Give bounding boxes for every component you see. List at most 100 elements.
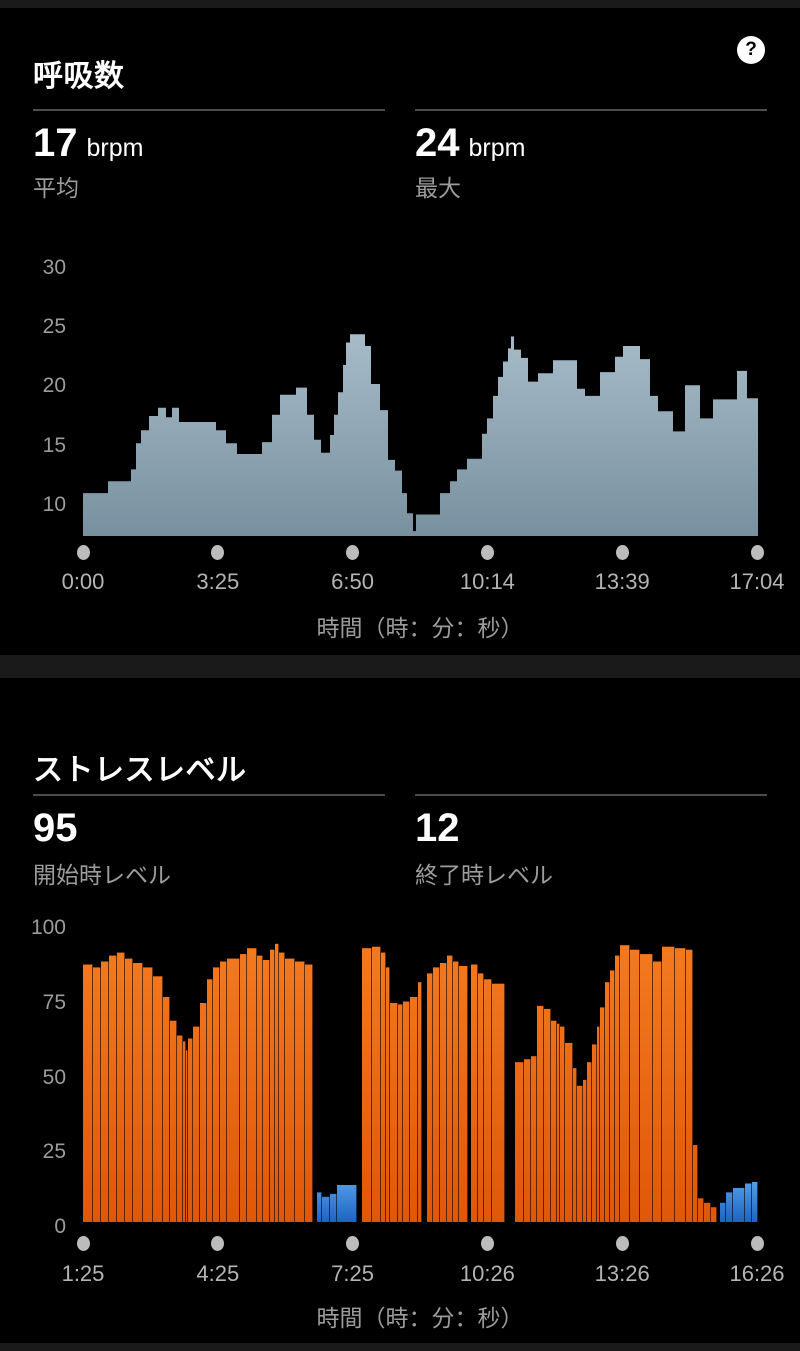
stress-bar xyxy=(557,1023,560,1222)
stress-bar xyxy=(605,982,610,1222)
max-respiration-label: 最大 xyxy=(415,175,461,201)
rest-bar xyxy=(745,1183,752,1222)
stress-bar xyxy=(183,1041,186,1222)
stat-divider xyxy=(33,109,385,111)
stress-bar xyxy=(693,1145,698,1222)
timeline-dot xyxy=(750,545,764,560)
timeline-dot xyxy=(750,1236,764,1251)
x-tick-label: 3:25 xyxy=(196,569,240,594)
stress-chart[interactable] xyxy=(83,920,758,1222)
timeline-dot xyxy=(211,1236,225,1251)
stress-bar xyxy=(133,963,143,1222)
stress-bar xyxy=(398,1004,403,1222)
stress-bar xyxy=(295,961,305,1222)
stress-end-label: 終了時レベル xyxy=(415,862,553,888)
stress-bar-series xyxy=(83,943,758,1222)
stress-bar xyxy=(610,970,615,1222)
avg-respiration-label: 平均 xyxy=(33,175,79,201)
stress-bar xyxy=(698,1198,704,1222)
stress-bar xyxy=(686,949,693,1222)
stress-bar xyxy=(587,1062,592,1222)
stress-bar xyxy=(551,1020,557,1222)
stress-card-title: ストレスレベル xyxy=(33,753,247,787)
stress-start-stat: 95 xyxy=(33,806,78,850)
stress-bar xyxy=(711,1207,717,1222)
stress-bar xyxy=(109,955,117,1222)
timeline-dot xyxy=(615,545,629,560)
stat-divider xyxy=(415,109,767,111)
stress-bar xyxy=(117,952,125,1222)
stress-bar xyxy=(170,1020,177,1222)
x-tick-label: 10:14 xyxy=(459,569,515,594)
stress-bar xyxy=(163,997,170,1222)
stress-end-value: 12 xyxy=(415,806,460,850)
stat-divider xyxy=(33,794,385,796)
stress-bar xyxy=(630,949,640,1222)
y-tick-label: 50 xyxy=(42,1065,66,1089)
stress-bar xyxy=(492,983,505,1222)
x-tick-label: 6:50 xyxy=(331,569,374,594)
rest-bar xyxy=(330,1193,337,1222)
stress-bar xyxy=(143,967,153,1222)
y-tick-label: 100 xyxy=(30,916,66,939)
rest-bar xyxy=(733,1188,745,1222)
y-tick-label: 25 xyxy=(42,315,66,339)
stress-bar xyxy=(675,948,686,1222)
stress-bar xyxy=(125,958,133,1222)
max-respiration-value: 24 xyxy=(415,121,460,165)
stress-bar xyxy=(478,973,484,1222)
x-tick-label: 17:04 xyxy=(729,569,785,594)
rest-bar xyxy=(322,1196,330,1222)
stress-bar xyxy=(270,949,275,1222)
stress-end-stat: 12 xyxy=(415,806,460,850)
stress-bar xyxy=(577,1085,583,1222)
stress-bar xyxy=(704,1202,711,1222)
avg-respiration-stat: 17 brpm xyxy=(33,121,143,165)
stress-x-axis-title: 時間（時：分：秒） xyxy=(316,1305,524,1331)
timeline-dot xyxy=(480,545,494,560)
stress-bar xyxy=(193,1026,200,1222)
timeline-dot xyxy=(76,1236,90,1251)
rest-bar xyxy=(337,1185,357,1222)
stress-bar xyxy=(662,946,675,1222)
stress-bar xyxy=(600,1007,605,1222)
x-tick-label: 13:39 xyxy=(594,569,650,594)
avg-respiration-unit: brpm xyxy=(86,134,144,162)
stress-bar xyxy=(200,1003,207,1222)
stress-bar xyxy=(207,979,213,1222)
help-icon[interactable]: ? xyxy=(737,36,765,64)
stress-bar xyxy=(372,946,381,1222)
y-tick-label: 30 xyxy=(42,255,66,279)
y-tick-label: 10 xyxy=(42,493,66,516)
timeline-dot xyxy=(615,1236,629,1251)
stress-bar xyxy=(177,1035,183,1222)
stress-bar xyxy=(403,1001,410,1222)
stress-bar xyxy=(93,967,101,1222)
stress-bar xyxy=(381,952,386,1222)
stress-bar xyxy=(653,961,662,1222)
stress-bar xyxy=(83,964,93,1222)
stress-bar xyxy=(531,1056,537,1222)
max-respiration-unit: brpm xyxy=(468,134,526,162)
respiration-chart[interactable] xyxy=(83,262,758,536)
stress-bar xyxy=(573,1068,577,1222)
avg-respiration-value: 17 xyxy=(33,121,78,165)
stress-bar xyxy=(453,961,459,1222)
stress-bar xyxy=(471,964,478,1222)
stress-bar xyxy=(257,955,263,1222)
respiration-area-series xyxy=(83,334,758,536)
stress-bar xyxy=(544,1008,551,1222)
stress-start-value: 95 xyxy=(33,806,78,850)
x-tick-label: 0:00 xyxy=(61,569,105,594)
stress-bar xyxy=(592,1044,597,1222)
stress-bar xyxy=(615,955,620,1222)
stress-bar xyxy=(220,961,227,1222)
stress-bar xyxy=(186,1050,188,1222)
rest-bar xyxy=(752,1182,758,1222)
stress-bar xyxy=(279,952,285,1222)
timeline-dot xyxy=(346,545,360,560)
stress-bar xyxy=(213,967,220,1222)
top-separator xyxy=(0,0,800,8)
stress-bar xyxy=(440,963,447,1222)
